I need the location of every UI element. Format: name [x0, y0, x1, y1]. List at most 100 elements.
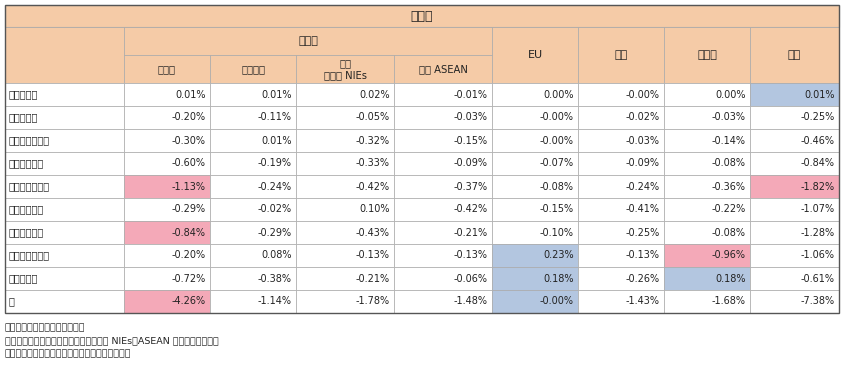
Text: -0.20%: -0.20%	[172, 250, 206, 261]
Bar	[578, 290, 664, 313]
Text: -0.38%: -0.38%	[258, 273, 292, 284]
Bar	[578, 267, 664, 290]
Bar	[5, 290, 124, 313]
Bar	[296, 244, 394, 267]
Bar	[492, 152, 578, 175]
Text: その他: その他	[697, 50, 717, 60]
Bar	[578, 175, 664, 198]
Text: -0.33%: -0.33%	[356, 158, 390, 169]
Text: -7.38%: -7.38%	[801, 296, 835, 307]
Text: -0.13%: -0.13%	[626, 250, 660, 261]
Bar	[296, 83, 394, 106]
Bar	[394, 290, 492, 313]
Text: 寄与度: 寄与度	[411, 9, 433, 23]
Bar	[750, 106, 839, 129]
Text: 世界: 世界	[788, 50, 801, 60]
Bar	[296, 55, 394, 83]
Text: -0.02%: -0.02%	[626, 112, 660, 123]
Text: 計: 計	[9, 296, 15, 307]
Bar	[394, 152, 492, 175]
Text: EU: EU	[528, 50, 543, 60]
Bar	[124, 129, 210, 152]
Bar	[124, 198, 210, 221]
Bar	[124, 267, 210, 290]
Bar	[124, 55, 210, 83]
Text: -0.26%: -0.26%	[626, 273, 660, 284]
Text: ３．鉱物性燃料: ３．鉱物性燃料	[9, 135, 50, 146]
Bar	[296, 129, 394, 152]
Text: -0.20%: -0.20%	[172, 112, 206, 123]
Bar	[492, 290, 578, 313]
Bar	[578, 221, 664, 244]
Text: -0.41%: -0.41%	[626, 204, 660, 215]
Bar	[296, 175, 394, 198]
Text: -0.84%: -0.84%	[801, 158, 835, 169]
Text: 0.18%: 0.18%	[716, 273, 746, 284]
Bar	[5, 152, 124, 175]
Text: -0.14%: -0.14%	[712, 135, 746, 146]
Text: -0.00%: -0.00%	[540, 112, 574, 123]
Bar	[296, 106, 394, 129]
Bar	[492, 267, 578, 290]
Text: -0.06%: -0.06%	[454, 273, 488, 284]
Text: -0.00%: -0.00%	[540, 135, 574, 146]
Bar	[492, 244, 578, 267]
Bar	[296, 290, 394, 313]
Text: -1.06%: -1.06%	[801, 250, 835, 261]
Text: -0.08%: -0.08%	[712, 227, 746, 238]
Bar	[210, 198, 296, 221]
Bar	[492, 27, 578, 83]
Bar	[664, 198, 750, 221]
Bar	[664, 83, 750, 106]
Text: -0.30%: -0.30%	[172, 135, 206, 146]
Text: -0.01%: -0.01%	[454, 89, 488, 100]
Bar	[578, 83, 664, 106]
Bar	[210, 129, 296, 152]
Bar	[394, 221, 492, 244]
Text: -0.60%: -0.60%	[172, 158, 206, 169]
Bar	[124, 27, 492, 55]
Bar	[578, 106, 664, 129]
Text: -0.36%: -0.36%	[712, 181, 746, 192]
Bar	[394, 267, 492, 290]
Bar	[664, 106, 750, 129]
Text: -0.02%: -0.02%	[258, 204, 292, 215]
Text: ５．原料別製品: ５．原料別製品	[9, 181, 50, 192]
Text: -0.03%: -0.03%	[454, 112, 488, 123]
Text: -0.29%: -0.29%	[258, 227, 292, 238]
Bar	[5, 198, 124, 221]
Text: -1.68%: -1.68%	[712, 296, 746, 307]
Text: -0.08%: -0.08%	[712, 158, 746, 169]
Text: -0.37%: -0.37%	[454, 181, 488, 192]
Bar	[394, 106, 492, 129]
Bar	[296, 198, 394, 221]
Text: うち中国: うち中国	[241, 64, 265, 74]
Text: ８．輸送用機器: ８．輸送用機器	[9, 250, 50, 261]
Text: アジア: アジア	[298, 36, 318, 46]
Bar	[664, 290, 750, 313]
Bar	[578, 129, 664, 152]
Bar	[210, 152, 296, 175]
Bar	[5, 5, 839, 313]
Text: -0.07%: -0.07%	[540, 158, 574, 169]
Text: -0.19%: -0.19%	[258, 158, 292, 169]
Bar	[750, 244, 839, 267]
Text: -0.72%: -0.72%	[171, 273, 206, 284]
Bar	[492, 175, 578, 198]
Bar	[750, 267, 839, 290]
Bar	[492, 221, 578, 244]
Bar	[210, 106, 296, 129]
Bar	[394, 198, 492, 221]
Text: -0.03%: -0.03%	[712, 112, 746, 123]
Bar	[5, 244, 124, 267]
Bar	[492, 106, 578, 129]
Text: 0.01%: 0.01%	[804, 89, 835, 100]
Bar	[750, 129, 839, 152]
Text: ４．化学製品: ４．化学製品	[9, 158, 44, 169]
Text: ６．一般機械: ６．一般機械	[9, 204, 44, 215]
Text: -4.26%: -4.26%	[172, 296, 206, 307]
Bar	[296, 267, 394, 290]
Bar	[124, 83, 210, 106]
Text: 米国: 米国	[614, 50, 628, 60]
Text: -0.08%: -0.08%	[540, 181, 574, 192]
